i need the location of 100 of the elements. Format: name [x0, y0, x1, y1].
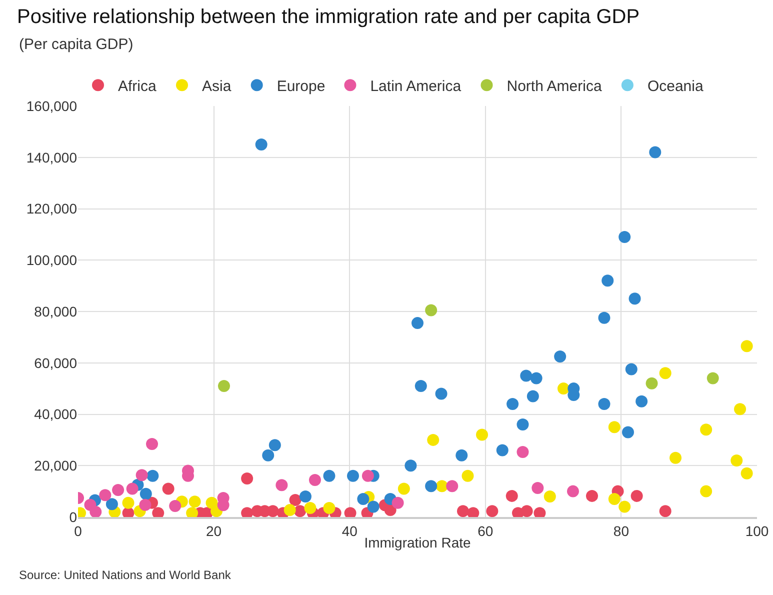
- legend-label: Oceania: [647, 78, 704, 95]
- point: [630, 490, 643, 502]
- point: [122, 496, 134, 509]
- point: [526, 390, 539, 402]
- point: [670, 452, 682, 464]
- chart-title: Positive relationship between the immigration rate and per capita GDP: [17, 6, 640, 28]
- point: [618, 500, 631, 513]
- point: [162, 482, 174, 495]
- point: [659, 367, 672, 380]
- point: [740, 340, 753, 352]
- y-tick-label: 140,000: [26, 149, 78, 166]
- point: [496, 444, 508, 456]
- point: [646, 377, 658, 390]
- point: [169, 500, 182, 512]
- point: [398, 482, 410, 495]
- point: [412, 317, 424, 330]
- point: [598, 312, 610, 324]
- point: [516, 446, 529, 458]
- point: [476, 428, 488, 441]
- point: [384, 504, 396, 516]
- point: [446, 480, 458, 492]
- point: [362, 470, 374, 482]
- point: [262, 449, 274, 462]
- point: [625, 363, 638, 376]
- point: [530, 372, 542, 384]
- point: [636, 395, 648, 408]
- point: [218, 380, 230, 392]
- point: [139, 498, 152, 511]
- x-tick-label: 80: [613, 522, 630, 539]
- point: [323, 470, 336, 482]
- point: [602, 274, 614, 287]
- chart-subtitle: (Per capita GDP): [19, 36, 134, 53]
- y-tick-label: 60,000: [34, 354, 78, 371]
- point: [140, 488, 152, 500]
- point: [532, 482, 544, 494]
- point: [516, 418, 529, 431]
- legend-label: Asia: [202, 78, 232, 95]
- point: [706, 372, 719, 384]
- point: [598, 398, 610, 410]
- point: [299, 490, 312, 502]
- point: [112, 484, 124, 496]
- point: [520, 370, 532, 382]
- x-tick-label: 100: [745, 522, 769, 539]
- point: [357, 493, 370, 506]
- point: [700, 424, 712, 436]
- y-tick-label: 160,000: [26, 98, 78, 114]
- point: [392, 496, 404, 509]
- point: [106, 498, 118, 510]
- point: [544, 490, 556, 502]
- point: [618, 231, 631, 244]
- point: [99, 489, 112, 502]
- point: [146, 470, 159, 482]
- point: [425, 304, 438, 316]
- point: [734, 403, 746, 416]
- point: [347, 470, 359, 482]
- point: [268, 439, 281, 452]
- point: [136, 469, 148, 482]
- point: [506, 490, 518, 502]
- legend-label: Latin America: [370, 78, 462, 95]
- legend-label: Europe: [276, 78, 326, 95]
- point: [435, 388, 448, 400]
- point: [456, 449, 468, 462]
- point: [700, 485, 712, 498]
- y-tick-label: 80,000: [34, 303, 78, 320]
- legend-label: Africa: [118, 78, 157, 95]
- point: [608, 421, 620, 434]
- point: [90, 506, 102, 517]
- x-tick-label: 60: [478, 522, 494, 539]
- point: [586, 490, 598, 502]
- point: [520, 505, 533, 517]
- x-axis-title: Immigration Rate: [364, 534, 472, 551]
- y-tick-label: 0: [69, 508, 78, 525]
- point: [276, 479, 288, 492]
- point: [126, 482, 138, 495]
- legend-label: North America: [506, 78, 602, 95]
- point: [414, 380, 427, 392]
- y-tick-label: 120,000: [26, 200, 78, 217]
- point: [367, 500, 380, 513]
- point: [557, 382, 570, 395]
- point: [456, 505, 469, 517]
- point: [608, 493, 620, 506]
- x-tick-label: 20: [206, 522, 222, 539]
- point: [659, 505, 672, 517]
- point: [304, 502, 316, 514]
- point: [289, 494, 302, 506]
- y-tick-label: 40,000: [34, 406, 78, 422]
- point: [425, 480, 438, 492]
- source-note: Source: United Nations and World Bank: [19, 568, 232, 582]
- y-tick-label: 100,000: [26, 252, 78, 268]
- point: [188, 496, 201, 508]
- point: [649, 146, 662, 158]
- point: [146, 438, 158, 450]
- point: [462, 470, 474, 482]
- point: [554, 350, 566, 362]
- x-tick-label: 40: [342, 522, 358, 539]
- point: [308, 474, 321, 486]
- point: [622, 426, 634, 438]
- point: [506, 398, 519, 410]
- point: [730, 454, 743, 466]
- point: [740, 467, 753, 480]
